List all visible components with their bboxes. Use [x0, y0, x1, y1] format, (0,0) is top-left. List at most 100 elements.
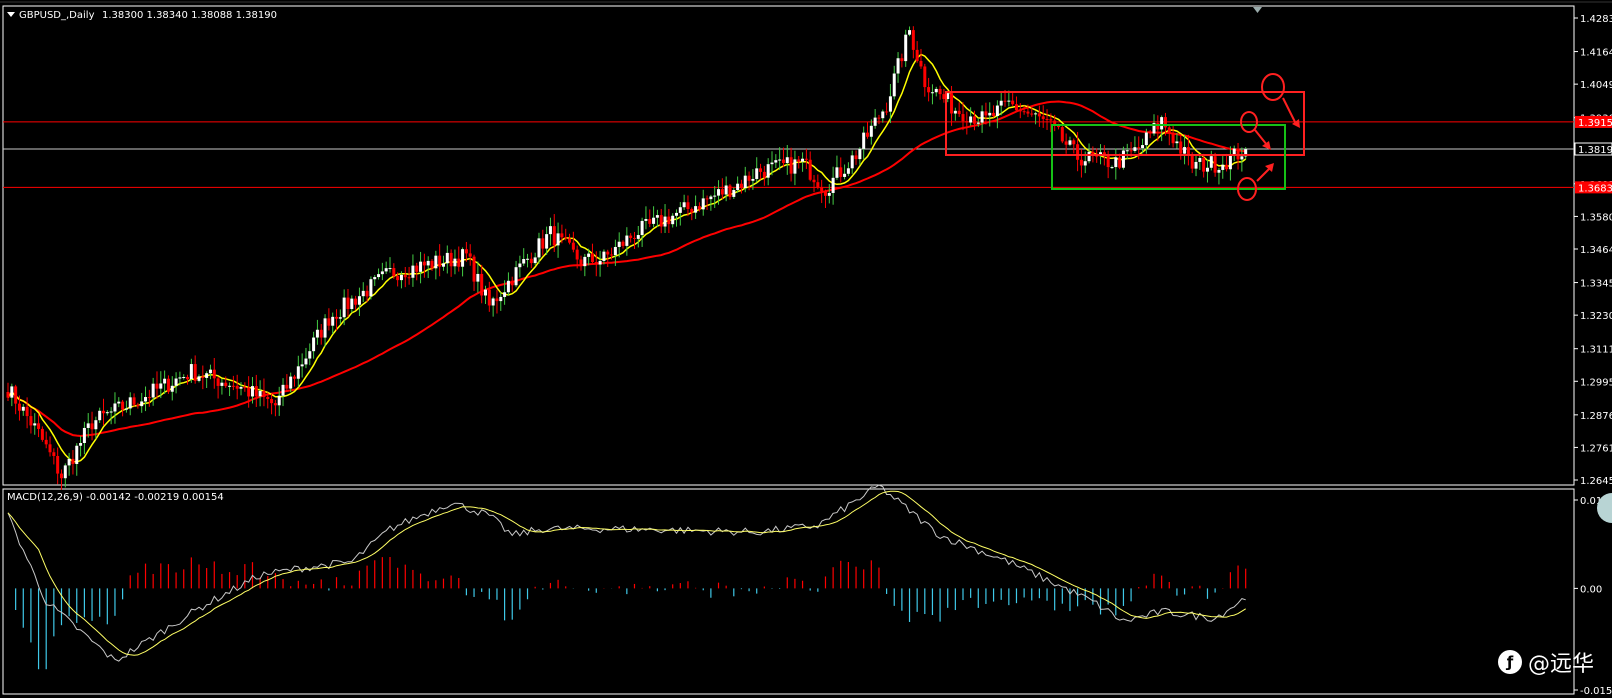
candle-body [896, 58, 900, 74]
candle-body [575, 249, 579, 260]
candle-body [869, 125, 873, 137]
candle-body [533, 257, 537, 264]
candle-body [1137, 147, 1141, 149]
candle-body [86, 423, 90, 428]
candle-body [1141, 145, 1145, 149]
candle-body [29, 416, 33, 426]
candle-body [228, 385, 232, 387]
candle-body [1076, 144, 1080, 160]
candle-body [182, 377, 186, 379]
candle-body [315, 329, 319, 338]
candle-body [522, 259, 526, 264]
candle-body [1186, 147, 1190, 155]
candle-body [159, 383, 163, 389]
candle-body [457, 258, 461, 267]
candle-body [766, 164, 770, 178]
candle-body [743, 175, 747, 189]
price-tag-2 [1575, 181, 1612, 194]
candle-body [14, 386, 18, 404]
price-tick-label: 1.41645 [1580, 48, 1612, 59]
candle-body [1026, 111, 1030, 114]
candle-body [468, 253, 472, 257]
annotation-circle-low [1237, 177, 1257, 201]
candle-body [762, 171, 766, 178]
side-handle[interactable] [1597, 493, 1612, 523]
price-tags: 1.39150 1.38190 1.36830 [1574, 115, 1612, 194]
candle-body [476, 273, 480, 282]
candle-body [590, 253, 594, 263]
candle-body [976, 122, 980, 124]
candle-body [1049, 119, 1053, 121]
candle-body [911, 30, 915, 50]
chart-menu-icon[interactable] [7, 12, 15, 17]
candle-body [1095, 155, 1099, 157]
candle-body [178, 377, 182, 379]
candle-body [636, 235, 640, 239]
candle-body [438, 255, 442, 267]
candle-body [671, 215, 675, 225]
candle-body [300, 364, 304, 367]
candle-body [713, 195, 717, 197]
candle-body [373, 277, 377, 280]
price-tick-label: 1.28765 [1580, 411, 1612, 422]
candle-body [1007, 100, 1011, 102]
candle-body [1053, 120, 1057, 126]
candle-body [144, 397, 148, 402]
candle-body [606, 251, 610, 255]
candle-body [942, 94, 946, 100]
candle-body [212, 369, 216, 379]
candle-body [1163, 117, 1167, 128]
annotation-circle-mid [1240, 111, 1258, 133]
candle-body [472, 256, 476, 282]
candle-body [163, 378, 167, 384]
candle-body [1034, 113, 1038, 115]
candle-body [709, 196, 713, 200]
candle-body [464, 249, 468, 254]
candle-body [969, 116, 973, 123]
candle-body [392, 268, 396, 277]
candle-body [369, 279, 373, 297]
candle-body [25, 406, 29, 417]
candle-body [1240, 156, 1244, 160]
candle-body [495, 298, 499, 302]
candle-body [1152, 123, 1156, 134]
candle-body [988, 112, 992, 116]
candle-body [484, 289, 487, 296]
candle-body [846, 168, 850, 174]
candle-body [682, 202, 686, 208]
candle-body [323, 318, 327, 338]
candle-body [1068, 140, 1072, 145]
chart-header: GBPUSD_,Daily 1.38300 1.38340 1.38088 1.… [7, 10, 277, 21]
candle-body [6, 391, 10, 398]
candle-body [331, 316, 335, 326]
candle-body [1236, 148, 1240, 160]
candle-body [262, 390, 266, 397]
ohlc-label: 1.38300 1.38340 1.38088 1.38190 [102, 10, 277, 21]
candle-body [1011, 100, 1015, 105]
candle-body [193, 364, 197, 381]
candle-body [904, 34, 908, 62]
candle-body [938, 88, 942, 95]
candle-body [293, 376, 296, 379]
candle-body [1198, 158, 1202, 162]
candle-body [67, 458, 71, 466]
candle-body [854, 155, 858, 160]
macd-tick-label: 0.00 [1580, 584, 1602, 595]
candle-body [380, 271, 384, 275]
candle-body [862, 132, 866, 149]
candle-body [888, 96, 892, 112]
candle-body [1232, 148, 1236, 155]
candle-body [919, 60, 923, 67]
candle-body [113, 403, 117, 412]
price-tag-label-2: 1.36830 [1578, 183, 1612, 194]
candle-body [831, 177, 835, 193]
candle-body [1057, 125, 1060, 128]
panel-collapse-icon[interactable] [1253, 7, 1262, 13]
candle-body [453, 258, 457, 267]
price-tick-label: 1.32300 [1580, 311, 1612, 322]
candle-body [992, 112, 996, 117]
candle-body [881, 111, 885, 119]
candle-body [102, 410, 105, 414]
candle-body [1156, 123, 1160, 130]
candle-body [652, 217, 656, 224]
